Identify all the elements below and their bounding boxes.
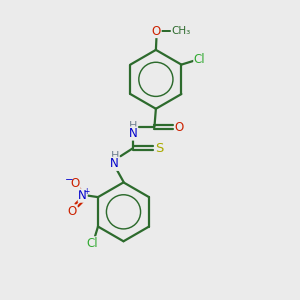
Text: O: O [175,121,184,134]
Text: O: O [68,205,77,218]
Text: −: − [65,175,74,185]
Text: O: O [71,177,80,190]
Text: N: N [128,127,137,140]
Text: N: N [110,157,119,170]
Text: +: + [83,187,89,196]
Text: N: N [78,189,87,202]
Text: Cl: Cl [86,237,98,250]
Text: CH₃: CH₃ [171,26,190,36]
Text: H: H [110,151,119,161]
Text: Cl: Cl [194,53,206,66]
Text: S: S [155,142,164,155]
Text: O: O [152,25,161,38]
Text: H: H [129,122,137,131]
